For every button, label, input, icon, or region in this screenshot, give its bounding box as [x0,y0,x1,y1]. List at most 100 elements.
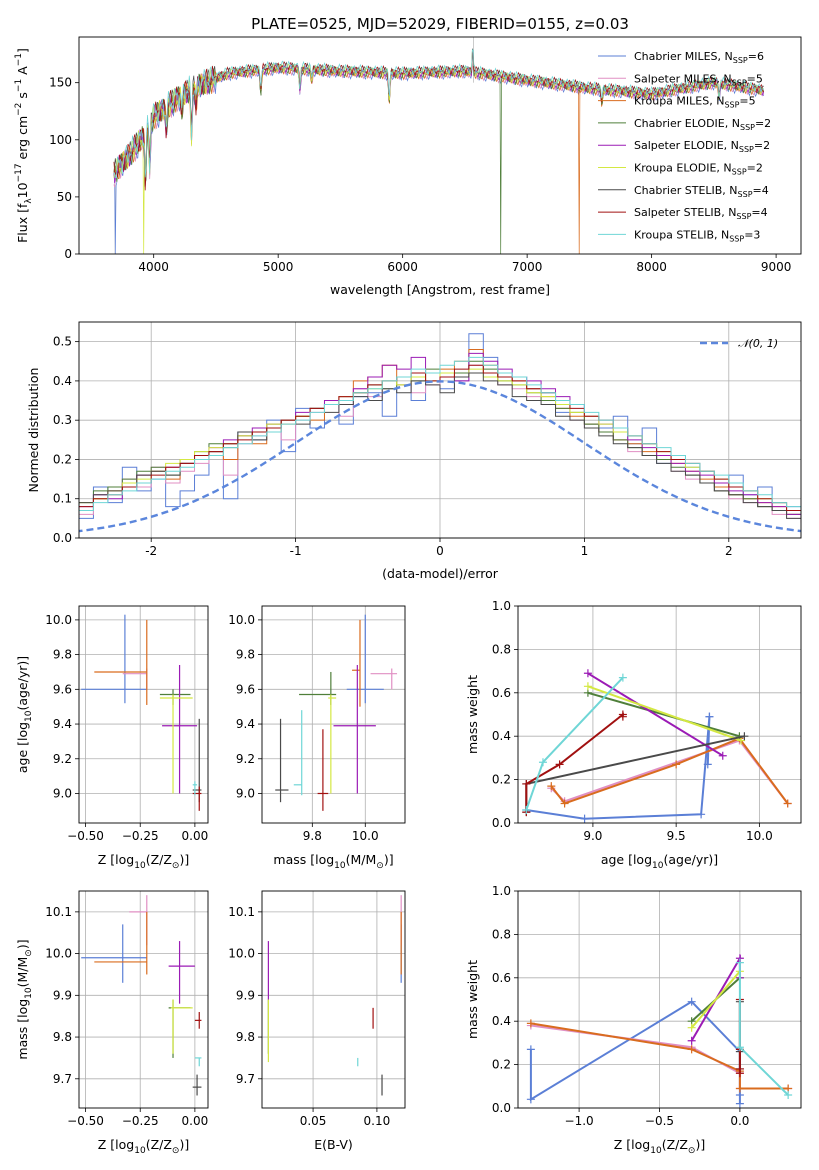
legend-entry-label: Kroupa ELODIE, NSSP=2 [634,162,763,177]
label-part: age [log [15,722,30,773]
axes-frame [78,36,802,255]
label-part: SSP [736,212,751,221]
label-part: SSP [732,78,747,87]
weight-marker [687,1045,696,1054]
y-tick-label: 10.0 [45,947,72,961]
y-tick-label: 0.2 [53,452,72,466]
y-tick-label: 0.4 [53,374,72,388]
y-tick-label: 9.8 [236,648,255,662]
label-part: SSP [738,190,753,199]
legend-entry-label: Kroupa MILES, NSSP=5 [634,95,756,110]
weight-marker [618,673,627,682]
x-axis-label: (data-model)/error [382,566,499,581]
y-tick-label: 10.0 [228,947,255,961]
x-tick-label: 10.0 [746,829,773,843]
y-tick-label: 9.0 [53,786,72,800]
label-part: SSP [729,234,744,243]
label-part: ⊙ [172,861,180,871]
label-part: (age/yr)] [663,852,718,867]
y-tick-label: 9.9 [236,988,255,1002]
y-tick-label: 100 [49,133,72,147]
weight-marker [526,1095,535,1104]
y-tick-label: 0 [64,247,72,261]
axes-spectrum: 4000 5000 6000 7000 8000 9000 0 50 100 150 wavelen… [14,36,802,297]
label-part: 10 [652,861,664,871]
weight-marker [697,810,706,819]
axes-mass_vs_Z: −0.50 −0.25 0.009.79.89.910.010.1Z [log10(… [15,890,209,1156]
weight-marker [718,751,727,760]
x-tick-label: 0.0 [730,1114,749,1128]
weight-line-6 [525,735,745,813]
x-tick-label: −0.5 [645,1114,674,1128]
y-axis-label: mass weight [465,675,480,754]
label-part: Chabrier MILES, N [634,50,733,63]
label-part: 10 [134,861,146,871]
label-part: 10 [24,987,34,999]
label-part: SSP [724,101,739,110]
weight-marker [687,1023,696,1032]
y-tick-label: 1.0 [492,884,511,898]
label-part: mass [log [273,852,334,867]
plot-area-mass_vs_EBV [267,895,402,1096]
legend-entry-label: Salpeter STELIB, NSSP=4 [634,206,768,221]
x-tick-label: 0.00 [182,1114,209,1128]
weight-marker [522,805,531,814]
plot-layer: 4000 5000 6000 7000 8000 9000050100150wavelen… [14,36,802,1156]
label-part: ⊙ [172,1146,180,1156]
axes-age_vs_mass: 9.8 10.0 9.0 9.2 9.4 9.6 9.8 10.0 mass [log10(M/… [228,605,406,871]
label-part: =2 [755,117,771,130]
label-part: (M/M [15,957,30,988]
label-part: ⊙ [24,949,34,957]
x-tick-label: 0.05 [300,1114,327,1128]
y-axis-label: mass [log10(M/M⊙)] [15,939,34,1059]
y-axis-label: Normed distribution [26,368,41,493]
weight-line-1 [550,739,789,805]
label-part: ⊙ [688,1146,696,1156]
y-axis-label: mass weight [465,960,480,1039]
plot-area-mass_weight_vs_Z [526,954,793,1108]
label-part: λ [24,198,34,204]
histogram-step-8 [79,356,801,515]
weight-line-3 [587,691,740,738]
label-part: =4 [753,184,769,197]
axes-frame [517,605,802,824]
x-tick-label: 4000 [138,260,169,274]
x-tick-label: -2 [145,544,157,558]
y-tick-label: 9.0 [236,786,255,800]
x-axis-label: Z [log10(Z/Z⊙)] [98,1137,189,1156]
x-axis-label: wavelength [Angstrom, rest frame] [330,282,550,297]
histogram-step-2 [79,348,801,519]
label-part: (Z/Z [146,852,172,867]
label-part: Z [log [614,1137,650,1152]
weight-line-0 [526,716,711,820]
label-part: =5 [747,72,763,85]
label-part: (M/M [346,852,377,867]
axes-frame [78,890,209,1109]
weight-marker [538,758,547,767]
x-tick-label: 9.0 [583,829,602,843]
y-tick-label: 150 [49,76,72,90]
weight-marker [560,799,569,808]
y-tick-label: 10.0 [228,613,255,627]
weight-marker [783,799,792,808]
x-axis-label: Z [log10(Z/Z⊙)] [614,1137,705,1156]
y-tick-label: 0.4 [492,1014,511,1028]
label-part: ⊙ [376,861,384,871]
label-part: (age/yr)] [15,656,30,711]
weight-line-5 [690,970,741,1029]
x-tick-label: −0.50 [67,1114,104,1128]
label-part: 10 [334,861,346,871]
y-tick-label: 0.0 [492,1101,511,1115]
label-part: )] [384,852,394,867]
x-tick-label: −0.50 [67,829,104,843]
legend-entry-label: Chabrier STELIB, NSSP=4 [634,184,769,199]
y-tick-label: 0.8 [492,927,511,941]
weight-marker [672,760,681,769]
y-tick-label: 0.2 [492,773,511,787]
label-part: =2 [754,139,770,152]
weight-marker [522,779,531,788]
weight-marker [547,782,556,791]
gaussian-curve [79,380,801,533]
y-tick-label: 0.5 [53,335,72,349]
